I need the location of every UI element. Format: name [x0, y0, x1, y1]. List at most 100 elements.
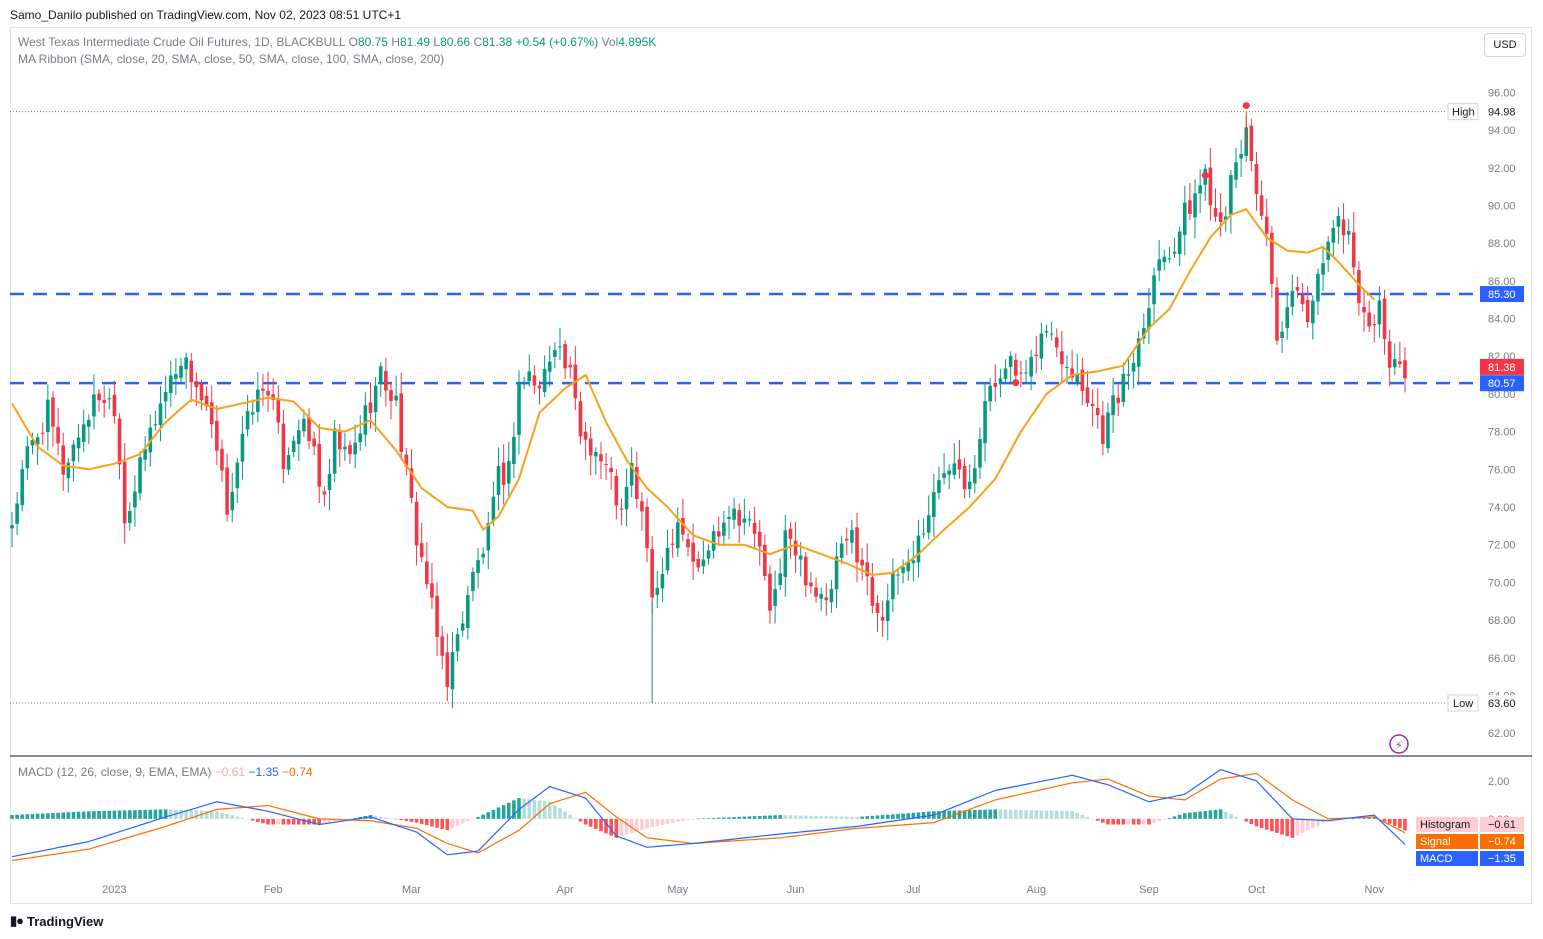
histogram-bar [1193, 812, 1197, 819]
histogram-bar [1208, 810, 1213, 819]
histogram-bar [691, 818, 695, 820]
candle-body [97, 393, 101, 401]
candle-body [307, 416, 311, 442]
candle [1362, 289, 1366, 332]
candle-body [855, 527, 859, 563]
histogram-bar [604, 818, 608, 834]
candle-body [973, 468, 977, 484]
candle [1090, 389, 1095, 427]
candle [1121, 362, 1126, 407]
macd-tag-label: Histogram [1420, 819, 1470, 831]
histogram-bar [209, 811, 214, 819]
candle [1218, 193, 1223, 237]
candle-body [1044, 331, 1049, 333]
candle [296, 419, 301, 462]
candle [1106, 402, 1110, 453]
candle [184, 352, 188, 389]
histogram-bar [240, 817, 245, 819]
candle [1213, 188, 1218, 222]
candle-body [1101, 415, 1105, 445]
candle [752, 506, 757, 550]
histogram-bar [112, 810, 117, 819]
candle-body [824, 597, 829, 601]
histogram-bar [204, 810, 209, 819]
candle [271, 378, 275, 411]
macd-value-box [1480, 851, 1524, 866]
histogram-bar [1172, 816, 1177, 819]
candle-body [1060, 351, 1064, 365]
histogram-bar [332, 818, 337, 822]
histogram-bar [471, 818, 475, 820]
histogram-bar [40, 813, 45, 819]
candle-body [1336, 216, 1341, 227]
histogram-bar [1136, 818, 1141, 825]
candle-body [1182, 202, 1187, 235]
candle-body [163, 391, 168, 402]
candle [891, 558, 895, 613]
candle [425, 542, 429, 590]
histogram-bar [1203, 810, 1208, 819]
candle-body [460, 623, 465, 631]
histogram-bar [742, 816, 747, 819]
histogram-bar [281, 818, 286, 825]
candle-body [880, 616, 885, 621]
histogram-bar [133, 810, 137, 819]
candle [276, 385, 281, 434]
candle-body [932, 491, 936, 518]
candle-body [885, 600, 890, 621]
candle-body [1382, 298, 1387, 340]
histogram-bar [1351, 818, 1356, 820]
histogram-bar [184, 810, 188, 819]
histogram-bar [1131, 818, 1136, 825]
candle [624, 468, 629, 527]
candle [261, 374, 265, 407]
histogram-bar [194, 810, 199, 819]
candle [885, 583, 890, 641]
publisher-line: Samo_Danilo published on TradingView.com… [10, 8, 402, 22]
histogram-bar [1182, 813, 1187, 819]
currency-button[interactable]: USD [1484, 33, 1526, 57]
candle-body [686, 539, 690, 548]
histogram-bar [624, 818, 629, 835]
candle-body [1049, 333, 1054, 335]
candle [588, 426, 593, 476]
candle [122, 443, 127, 544]
histogram-bar [993, 809, 998, 819]
candle [1044, 324, 1049, 338]
histogram-bar [1285, 818, 1290, 837]
candle [1126, 359, 1131, 390]
histogram-bar [921, 812, 926, 819]
candle [537, 380, 542, 405]
candle-body [194, 381, 199, 388]
candle [670, 528, 675, 558]
candle [573, 346, 578, 411]
candle [384, 358, 388, 407]
candle-body [1152, 275, 1156, 305]
candle [450, 631, 455, 709]
candle [1223, 206, 1228, 232]
candle-body [486, 523, 491, 551]
x-axis-label: Jun [787, 884, 805, 896]
candle-body [962, 465, 967, 490]
candle [1392, 343, 1397, 375]
histogram-bar [394, 818, 398, 820]
histogram-bar [1019, 810, 1023, 819]
candle-body [1208, 167, 1213, 206]
histogram-bar [261, 818, 265, 824]
candle-body [1095, 407, 1100, 416]
candle-body [583, 431, 588, 440]
candle-body [512, 436, 516, 465]
histogram-bar [348, 818, 352, 820]
candle-body [61, 445, 66, 475]
histogram-bar [1372, 816, 1377, 819]
candle [46, 384, 50, 451]
candle [286, 447, 291, 475]
candle-body [655, 587, 660, 595]
histogram-bar [537, 800, 542, 819]
macd-tag-value: −1.35 [1488, 853, 1516, 865]
candle-body [696, 558, 701, 568]
histogram-bar [1126, 818, 1131, 825]
candle [926, 495, 931, 540]
candle [962, 457, 967, 499]
